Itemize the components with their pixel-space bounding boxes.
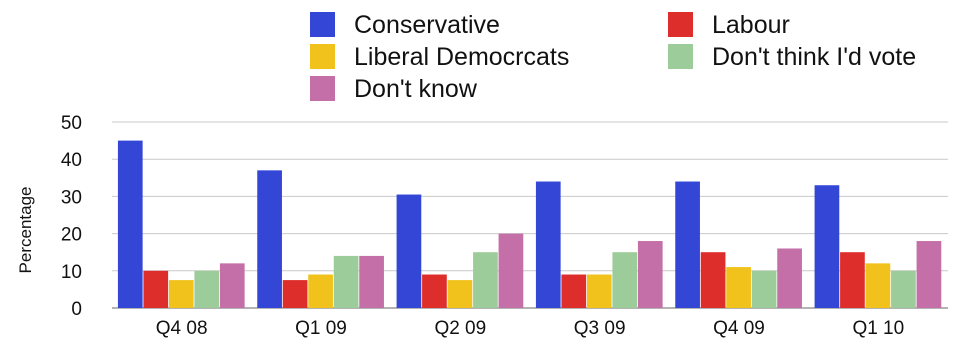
bar-conservative — [675, 181, 700, 308]
gridlines — [112, 121, 948, 309]
bar-labour — [700, 252, 726, 308]
bar-liberal-democrcats — [726, 267, 751, 308]
x-tick-label: Q4 08 — [156, 318, 208, 339]
bar-don-t-think-i-d-vote — [751, 270, 777, 308]
legend-swatch-liberal-democrcats — [310, 44, 335, 69]
legend: Conservative Labour Liberal Democrcats Don'… — [310, 11, 916, 103]
y-axis-label: Percentage — [16, 187, 35, 274]
legend-swatch-don-t-think-i-d-vote — [668, 44, 693, 69]
bar-conservative — [396, 194, 422, 308]
bar-labour — [422, 274, 447, 308]
y-tick-label: 40 — [61, 150, 82, 171]
bar-don-t-think-i-d-vote — [891, 270, 916, 308]
x-tick-label: Q1 10 — [852, 318, 904, 339]
y-tick-label: 30 — [61, 187, 82, 208]
bar-conservative — [257, 170, 282, 308]
bar-labour — [143, 270, 169, 308]
bar-liberal-democrcats — [586, 274, 612, 308]
y-tick-label: 50 — [61, 113, 82, 134]
legend-label-conservative: Conservative — [354, 11, 500, 39]
y-tick-label: 20 — [61, 225, 82, 246]
legend-swatch-conservative — [310, 12, 335, 37]
bar-don-t-know — [916, 241, 942, 308]
x-axis-ticks: Q4 08 Q1 09 Q2 09 Q3 09 Q4 09 Q1 10 — [156, 318, 904, 339]
bar-conservative — [535, 181, 561, 308]
x-tick-label: Q4 09 — [713, 318, 765, 339]
bar-don-t-think-i-d-vote — [333, 255, 359, 308]
bar-don-t-know — [637, 241, 663, 308]
bar-don-t-think-i-d-vote — [473, 252, 498, 308]
bar-conservative — [117, 140, 143, 308]
y-axis-ticks: 0 10 20 30 40 50 — [61, 113, 82, 320]
legend-swatch-don-t-know — [310, 76, 335, 101]
bar-labour — [561, 274, 587, 308]
bar-liberal-democrcats — [168, 280, 194, 308]
legend-label-labour: Labour — [712, 11, 790, 39]
bar-don-t-know — [219, 263, 245, 308]
bar-conservative — [814, 185, 840, 308]
bar-labour — [840, 252, 865, 308]
legend-label-liberal-democrcats: Liberal Democrcats — [354, 43, 569, 71]
bar-don-t-know — [359, 255, 384, 308]
bar-don-t-think-i-d-vote — [612, 252, 638, 308]
bar-don-t-know — [777, 248, 802, 308]
bar-don-t-know — [498, 233, 524, 308]
bar-labour — [282, 280, 308, 308]
bars — [117, 140, 942, 308]
y-tick-label: 0 — [71, 299, 82, 320]
bar-don-t-think-i-d-vote — [194, 270, 220, 308]
legend-swatch-labour — [668, 12, 693, 37]
x-tick-label: Q1 09 — [295, 318, 347, 339]
x-tick-label: Q2 09 — [434, 318, 486, 339]
legend-label-don-t-think-i-d-vote: Don't think I'd vote — [712, 43, 916, 71]
y-tick-label: 10 — [61, 262, 82, 283]
bar-liberal-democrcats — [308, 274, 333, 308]
legend-label-don-t-know: Don't know — [354, 75, 478, 103]
x-tick-label: Q3 09 — [574, 318, 626, 339]
bar-liberal-democrcats — [865, 263, 891, 308]
bar-liberal-democrcats — [447, 280, 473, 308]
